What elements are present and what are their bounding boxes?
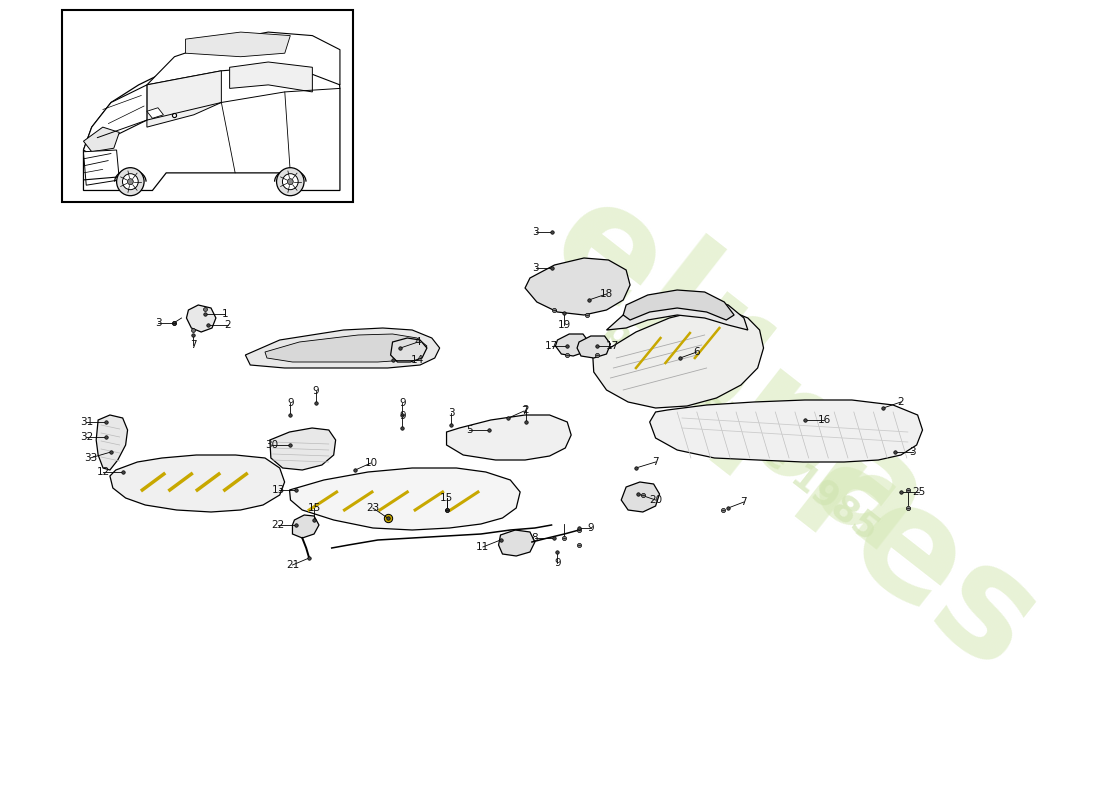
Polygon shape: [621, 482, 660, 512]
Text: 13: 13: [272, 485, 285, 495]
Circle shape: [122, 174, 139, 190]
Polygon shape: [186, 32, 290, 57]
Text: opa: opa: [614, 274, 956, 586]
Text: 14: 14: [410, 355, 424, 365]
Polygon shape: [289, 468, 520, 530]
Text: 15: 15: [440, 493, 453, 503]
Text: 3: 3: [532, 227, 539, 237]
Text: 21: 21: [286, 560, 299, 570]
Circle shape: [117, 168, 144, 196]
Text: 7: 7: [190, 340, 197, 350]
Text: 15: 15: [307, 503, 321, 513]
Polygon shape: [84, 85, 147, 155]
Polygon shape: [230, 62, 312, 92]
Circle shape: [283, 174, 298, 190]
Text: 31: 31: [79, 417, 94, 427]
Polygon shape: [84, 150, 119, 186]
Text: 30: 30: [265, 440, 278, 450]
Polygon shape: [447, 415, 571, 460]
Text: 9: 9: [287, 398, 294, 408]
Text: 3: 3: [532, 263, 539, 273]
Bar: [62, 10, 353, 202]
Text: 8: 8: [531, 533, 538, 543]
Polygon shape: [556, 334, 588, 356]
Text: 32: 32: [79, 432, 94, 442]
Text: 2: 2: [522, 405, 529, 415]
Text: 17: 17: [606, 341, 619, 351]
Text: 25: 25: [912, 487, 925, 497]
Text: 33: 33: [84, 453, 97, 463]
Polygon shape: [270, 428, 336, 470]
Text: 10: 10: [364, 458, 377, 468]
Text: 19: 19: [558, 320, 571, 330]
Text: elr: elr: [520, 165, 794, 425]
Text: 2: 2: [898, 397, 904, 407]
Circle shape: [287, 178, 294, 185]
Polygon shape: [578, 336, 610, 358]
Polygon shape: [245, 328, 440, 368]
Text: res: res: [760, 423, 1065, 706]
Text: 9: 9: [312, 386, 319, 396]
Polygon shape: [293, 515, 319, 538]
Text: 7: 7: [740, 497, 747, 507]
Text: 6: 6: [693, 347, 700, 357]
Text: 12: 12: [97, 467, 110, 477]
Polygon shape: [147, 70, 221, 127]
Polygon shape: [593, 310, 763, 408]
Text: 9: 9: [554, 558, 561, 568]
Text: 3: 3: [910, 447, 916, 457]
Text: 7: 7: [652, 457, 659, 467]
Text: 2: 2: [224, 320, 231, 330]
Polygon shape: [498, 530, 535, 556]
Circle shape: [128, 178, 133, 185]
Polygon shape: [525, 258, 630, 315]
Polygon shape: [187, 305, 216, 332]
Polygon shape: [650, 400, 923, 462]
Text: 16: 16: [817, 415, 830, 425]
Text: 9: 9: [399, 411, 406, 421]
Text: 5: 5: [465, 425, 472, 435]
Polygon shape: [624, 290, 734, 320]
Text: 20: 20: [649, 495, 662, 505]
Polygon shape: [606, 298, 748, 330]
Polygon shape: [110, 455, 285, 512]
Text: parts since 1985: parts since 1985: [597, 313, 884, 547]
Text: 3: 3: [448, 408, 454, 418]
Text: 22: 22: [271, 520, 285, 530]
Polygon shape: [84, 127, 119, 152]
Polygon shape: [147, 32, 340, 85]
Text: 7: 7: [520, 406, 527, 416]
Text: 3: 3: [155, 318, 162, 328]
Text: 9: 9: [587, 523, 594, 533]
Polygon shape: [96, 415, 128, 470]
Text: 17: 17: [544, 341, 558, 351]
Polygon shape: [265, 334, 427, 362]
Text: 9: 9: [399, 398, 406, 408]
Text: 4: 4: [415, 337, 421, 347]
Circle shape: [276, 168, 304, 196]
Text: 1: 1: [221, 309, 228, 319]
Text: 11: 11: [476, 542, 490, 552]
Polygon shape: [84, 46, 340, 190]
Text: 18: 18: [600, 289, 613, 299]
Text: 23: 23: [366, 503, 379, 513]
Polygon shape: [390, 338, 427, 362]
Polygon shape: [147, 108, 164, 118]
